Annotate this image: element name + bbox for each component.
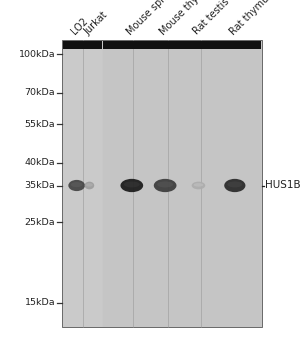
Text: 15kDa: 15kDa (25, 298, 55, 307)
Text: Rat thymus: Rat thymus (228, 0, 275, 37)
Ellipse shape (154, 179, 177, 192)
Text: HUS1B: HUS1B (265, 181, 301, 190)
Text: 35kDa: 35kDa (25, 181, 55, 190)
Text: 55kDa: 55kDa (25, 120, 55, 129)
Bar (62, 40, 262, 327)
Text: Rat testis: Rat testis (191, 0, 231, 37)
Bar (103, 41, 261, 327)
Ellipse shape (120, 179, 143, 192)
Ellipse shape (192, 182, 205, 189)
Ellipse shape (194, 183, 203, 187)
Text: Jurkat: Jurkat (83, 9, 110, 37)
Ellipse shape (224, 179, 245, 192)
Text: Mouse spleen: Mouse spleen (125, 0, 179, 37)
Text: 100kDa: 100kDa (18, 50, 55, 59)
Text: LO2: LO2 (70, 16, 90, 37)
Text: 25kDa: 25kDa (25, 218, 55, 227)
Text: 40kDa: 40kDa (25, 158, 55, 167)
Bar (103, 41, 261, 49)
Ellipse shape (227, 181, 242, 188)
Ellipse shape (124, 181, 140, 188)
Ellipse shape (157, 181, 173, 188)
Ellipse shape (71, 182, 82, 187)
Bar (63, 41, 102, 49)
Ellipse shape (85, 182, 94, 189)
Ellipse shape (86, 183, 93, 187)
Text: Mouse thymus: Mouse thymus (158, 0, 216, 37)
Ellipse shape (68, 180, 85, 191)
Bar (63, 41, 102, 327)
Text: 70kDa: 70kDa (25, 88, 55, 97)
